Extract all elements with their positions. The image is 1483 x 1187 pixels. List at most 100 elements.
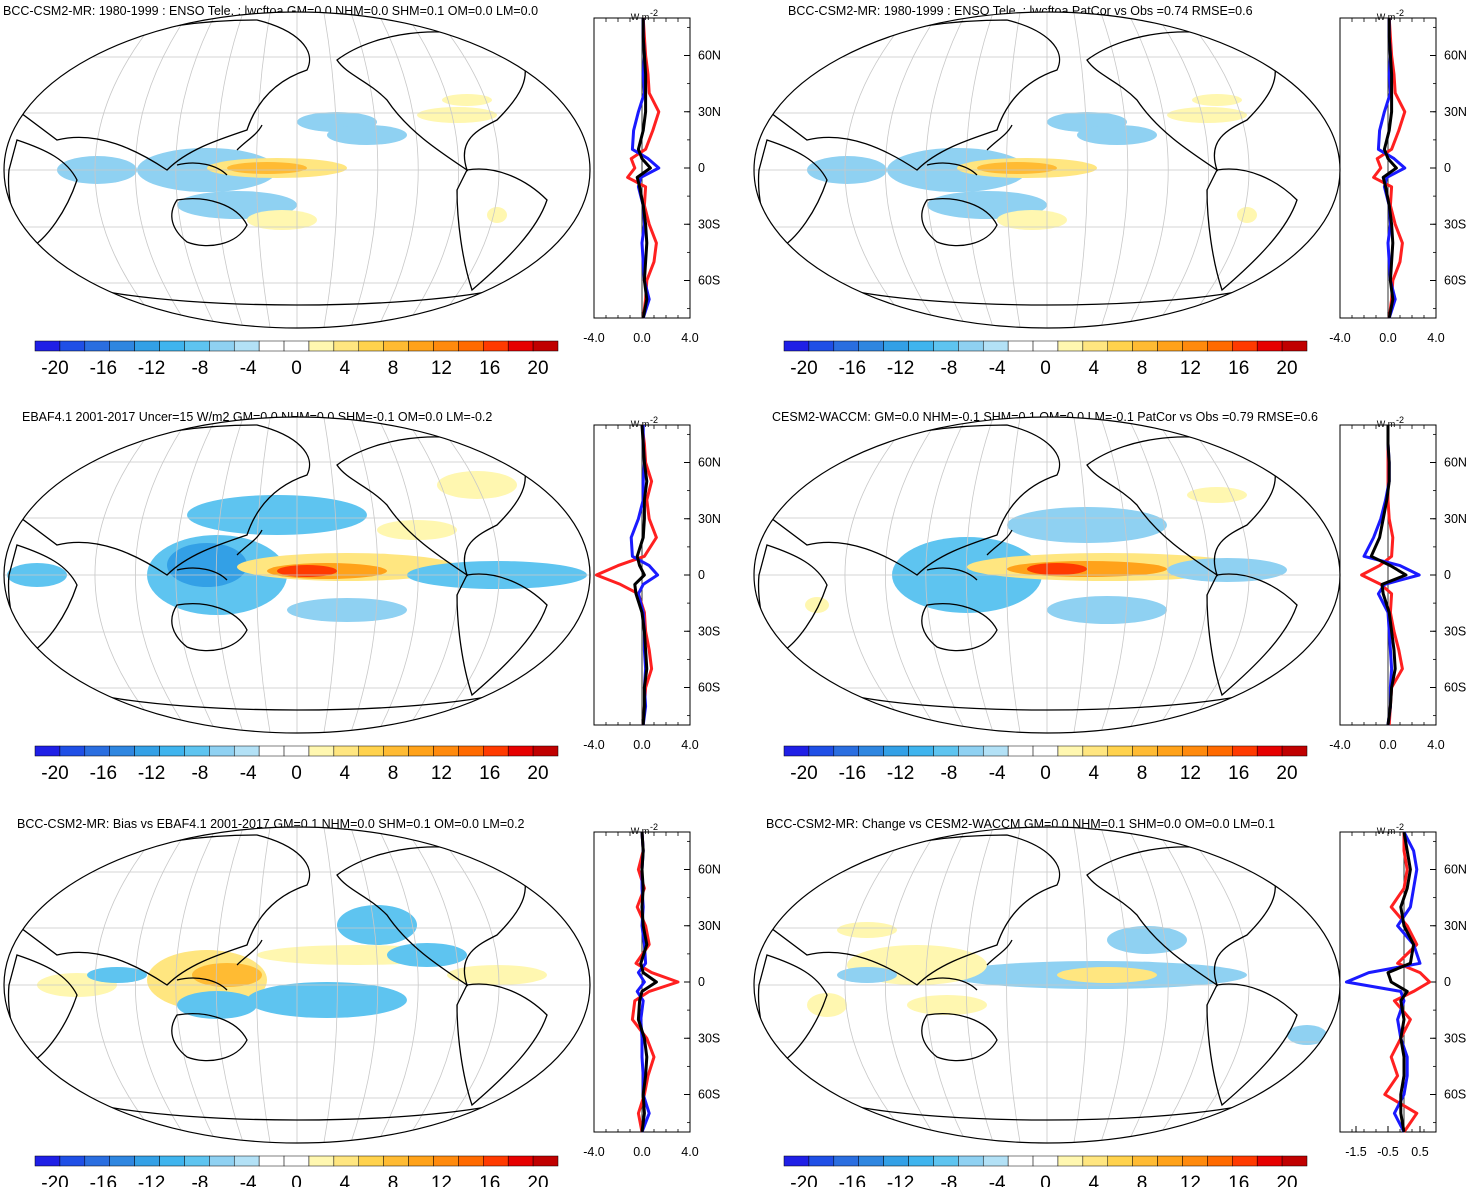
colorbar-swatch	[483, 745, 509, 757]
colorbar-label: -8	[191, 763, 208, 784]
colorbar-label: 0	[291, 1173, 302, 1187]
x-tick-label: 0.5	[1411, 1145, 1428, 1159]
colorbar-swatch	[532, 1155, 559, 1167]
lat-tick-label: 60S	[1444, 681, 1466, 695]
panel-title: BCC-CSM2-MR: 1980-1999 : ENSO Tele. : lw…	[3, 4, 538, 18]
lat-tick-label: 60N	[1444, 863, 1467, 877]
anomaly-contour	[1167, 558, 1287, 582]
colorbar-swatch	[958, 1155, 984, 1167]
colorbar-label: 20	[527, 763, 548, 784]
colorbar-swatch	[209, 340, 235, 352]
colorbar-swatch	[1157, 340, 1183, 352]
coastline	[1206, 983, 1298, 1107]
coastline	[96, 1104, 498, 1121]
coastline	[171, 603, 248, 652]
zonal-profile: W m -2 -4.0 0.0 4.0 60N 30N 0 30S 60S	[583, 415, 721, 752]
lat-tick-label: 30S	[698, 217, 720, 231]
colorbar-swatch	[783, 1155, 810, 1167]
colorbar-swatch	[1182, 340, 1208, 352]
colorbar-label: 0	[291, 763, 302, 784]
lat-tick-label: 60S	[698, 274, 720, 288]
profile-series-blue	[630, 18, 661, 319]
colorbar-swatch	[1007, 340, 1034, 352]
colorbar-swatch	[258, 1155, 285, 1167]
colorbar-swatch	[458, 745, 484, 757]
colorbar-swatch	[358, 340, 384, 352]
x-tick-label: 0.0	[1379, 738, 1396, 752]
profile-series-black	[1381, 18, 1398, 319]
colorbar-swatch	[1256, 1155, 1283, 1167]
colorbar-label: 16	[479, 1173, 500, 1187]
colorbar-label: 12	[1180, 763, 1201, 784]
coastline	[1206, 168, 1298, 292]
lat-tick-label: 30S	[1444, 1031, 1466, 1045]
coastline	[456, 168, 548, 292]
colorbar-swatch	[233, 340, 260, 352]
colorbar-swatch	[134, 1155, 160, 1167]
colorbar-swatch	[783, 745, 810, 757]
colorbar-label: 8	[1137, 763, 1148, 784]
profile-units: W m	[631, 12, 650, 22]
colorbar-swatch	[59, 1155, 86, 1167]
colorbar-label: -16	[839, 763, 866, 784]
colorbar-label: -20	[790, 1173, 817, 1187]
anomaly-contour	[1027, 563, 1087, 575]
map-border	[3, 826, 591, 1144]
colorbar-swatch	[159, 340, 185, 352]
colorbar-swatch	[933, 340, 959, 352]
panel-bcc-bias: BCC-CSM2-MR: Bias vs EBAF4.1 2001-2017 G…	[3, 817, 721, 1187]
colorbar-swatch	[408, 745, 434, 757]
colorbar-swatch	[84, 745, 110, 757]
panel-title: EBAF4.1 2001-2017 Uncer=15 W/m2 GM=0.0 N…	[22, 410, 492, 424]
colorbar-swatch	[1132, 340, 1158, 352]
lat-tick-label: 30S	[698, 1031, 720, 1045]
colorbar-swatch	[1157, 1155, 1183, 1167]
colorbar-swatch	[433, 340, 459, 352]
colorbar-swatch	[958, 340, 984, 352]
x-tick-label: 0.0	[633, 1145, 650, 1159]
profile-series-red	[1372, 17, 1407, 319]
profile-units-sup: -2	[650, 415, 658, 425]
profile-series-red	[626, 17, 661, 319]
colorbar-swatch	[358, 1155, 384, 1167]
colorbar-label: 12	[1180, 1173, 1201, 1187]
colorbar-label: -4	[989, 358, 1006, 379]
colorbar-label: -4	[240, 763, 257, 784]
colorbar-swatch	[308, 340, 335, 352]
lat-tick-label: 60N	[1444, 456, 1467, 470]
colorbar-swatch	[808, 1155, 835, 1167]
colorbar-swatch	[283, 1155, 310, 1167]
colorbar-label: -12	[887, 358, 914, 379]
profile-units-sup: -2	[650, 822, 658, 832]
colorbar-label: 8	[1137, 1173, 1148, 1187]
lat-tick-label: 0	[698, 161, 705, 175]
colorbar-swatch	[858, 340, 884, 352]
lat-tick-label: 60N	[698, 863, 721, 877]
anomaly-contour	[447, 965, 547, 985]
colorbar-label: 8	[388, 763, 399, 784]
colorbar-label: -20	[790, 763, 817, 784]
lat-tick-label: 30N	[698, 105, 721, 119]
colorbar-label: 8	[1137, 358, 1148, 379]
colorbar-swatch	[233, 1155, 260, 1167]
profile-series-blue	[1376, 18, 1407, 319]
anomaly-contour	[487, 207, 507, 223]
colorbar-label: 20	[1276, 763, 1297, 784]
x-tick-label: 4.0	[681, 1145, 698, 1159]
colorbar-swatch	[258, 745, 285, 757]
colorbar: -20 -16 -12 -8 -4 0 4 8 12 16 20	[34, 1155, 559, 1187]
colorbar-label: -4	[240, 1173, 257, 1187]
x-tick-label: -0.5	[1377, 1145, 1399, 1159]
coastline	[846, 694, 1248, 711]
colorbar-swatch	[908, 340, 934, 352]
colorbar-swatch	[933, 1155, 959, 1167]
colorbar-label: -12	[138, 1173, 165, 1187]
colorbar-swatch	[59, 340, 86, 352]
colorbar: -20 -16 -12 -8 -4 0 4 8 12 16 20	[34, 745, 559, 784]
colorbar-label: 4	[340, 1173, 351, 1187]
anomaly-contour	[1237, 207, 1257, 223]
colorbar-swatch	[433, 1155, 459, 1167]
zonal-profile: W m -2 -4.0 0.0 4.0 60N 30N 0 30S 60S	[583, 8, 721, 345]
colorbar-swatch	[808, 340, 835, 352]
colorbar-swatch	[308, 1155, 335, 1167]
